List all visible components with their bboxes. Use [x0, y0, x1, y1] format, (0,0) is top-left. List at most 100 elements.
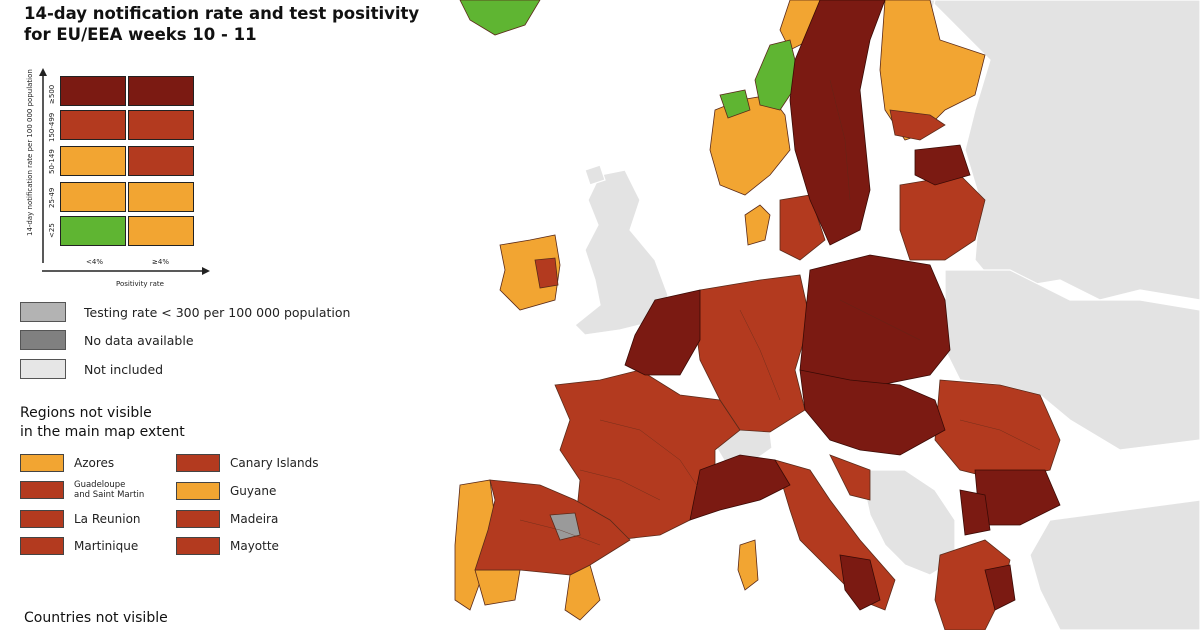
region-swatch — [176, 537, 220, 555]
green-regions — [459, 0, 801, 119]
border-line — [829, 79, 851, 201]
border-line — [519, 519, 601, 546]
region-mayotte: Mayotte — [176, 537, 279, 555]
finland-area — [879, 0, 986, 141]
regions-heading-line-2: in the main map extent — [20, 424, 185, 440]
legend-no-data: No data available — [20, 328, 194, 352]
border-line — [839, 299, 921, 341]
matrix-cell — [60, 146, 126, 176]
benelux-area — [624, 289, 701, 376]
serbia-area — [959, 489, 991, 536]
region-label-line-2: and Saint Martin — [74, 490, 145, 500]
matrix-cell — [60, 76, 126, 106]
greenland-area — [459, 0, 541, 36]
poland-area — [799, 254, 951, 386]
norway-green-area — [754, 39, 801, 111]
turkey-area — [1029, 499, 1200, 630]
countries-heading: Countries not visible — [24, 610, 168, 626]
dark-red-regions — [624, 0, 1061, 611]
region-madeira: Madeira — [176, 510, 278, 528]
uk-area — [574, 169, 669, 336]
greek-east-area — [984, 564, 1016, 611]
ireland-east-area — [534, 257, 559, 289]
y-tick-25-49: 25-49 — [48, 187, 56, 208]
legend-label: No data available — [84, 332, 194, 348]
y-tick-25: <25 — [48, 223, 56, 238]
map-title: 14-day notification rate and test positi… — [24, 3, 419, 45]
matrix-cell — [128, 110, 194, 140]
y-tick-500: ≥500 — [48, 84, 56, 104]
legend-swatch — [20, 330, 66, 350]
regions-heading: Regions not visible in the main map exte… — [20, 404, 185, 442]
region-label: Azores — [74, 456, 115, 470]
legend-label: Not included — [84, 361, 164, 377]
south-italy-area — [839, 554, 881, 611]
region-swatch — [176, 510, 220, 528]
matrix-cell — [60, 110, 126, 140]
ireland-area — [499, 234, 561, 311]
germany-area — [694, 274, 811, 433]
border-line — [959, 419, 1041, 451]
border-line — [579, 469, 661, 501]
title-line-1: 14-day notification rate and test positi… — [24, 4, 420, 23]
y-axis-arrow — [39, 68, 47, 263]
matrix-y-axis-label: 14-day notification rate per 100 000 pop… — [26, 69, 34, 236]
region-swatch — [176, 482, 220, 500]
x-tick-lt4: <4% — [86, 258, 103, 266]
czech-hungary-area — [799, 369, 946, 456]
estonia-area — [914, 144, 971, 186]
orange-regions — [454, 0, 986, 621]
greece-area — [934, 539, 1011, 630]
romania-area — [934, 379, 1061, 481]
matrix-cell — [128, 76, 194, 106]
legend-swatch — [20, 302, 66, 322]
russia-area — [929, 0, 1200, 301]
matrix-cell — [128, 182, 194, 212]
region-label: Guadeloupe and Saint Martin — [74, 480, 144, 500]
legend-testing-rate: Testing rate < 300 per 100 000 populatio… — [20, 300, 350, 324]
matrix-x-axis-label: Positivity rate — [116, 280, 164, 288]
region-swatch — [176, 454, 220, 472]
ukraine-belarus-area — [944, 269, 1200, 451]
denmark-area — [744, 204, 771, 246]
finland-south-area — [889, 109, 946, 141]
regions-heading-line-1: Regions not visible — [20, 405, 152, 421]
y-tick-50-149: 50-149 — [48, 149, 56, 174]
matrix-cell — [128, 146, 194, 176]
red-regions — [474, 109, 1061, 630]
spain-low-testing-area — [549, 512, 581, 541]
region-label: Madeira — [230, 512, 279, 526]
legend-label: Testing rate < 300 per 100 000 populatio… — [84, 304, 351, 320]
spain-south-area — [474, 569, 521, 606]
region-azores: Azores — [20, 454, 114, 472]
region-label: Guyane — [230, 484, 277, 498]
region-canary-islands: Canary Islands — [176, 454, 319, 472]
legend-not-included: Not included — [20, 357, 163, 381]
region-guadeloupe: Guadeloupe and Saint Martin — [20, 480, 144, 500]
region-label-line-1: Guadeloupe — [74, 480, 126, 490]
matrix-cell — [128, 216, 194, 246]
region-la-reunion: La Reunion — [20, 510, 141, 528]
x-axis-arrow — [42, 267, 210, 275]
region-guyane: Guyane — [176, 482, 276, 500]
legend-swatch — [20, 359, 66, 379]
region-label: La Reunion — [74, 512, 141, 526]
north-italy-area — [689, 454, 791, 521]
x-tick-ge4: ≥4% — [152, 258, 169, 266]
croatia-area — [829, 454, 871, 501]
region-martinique: Martinique — [20, 537, 138, 555]
faroe-area — [584, 164, 606, 186]
region-label: Martinique — [74, 539, 139, 553]
region-label: Mayotte — [230, 539, 279, 553]
region-borders — [519, 79, 1041, 546]
spain-area — [474, 479, 631, 576]
matrix-cell — [60, 216, 126, 246]
not-included-areas — [574, 0, 1200, 630]
y-tick-150-499: 150-499 — [48, 112, 56, 142]
region-swatch — [20, 481, 64, 499]
rate-positivity-matrix: 14-day notification rate per 100 000 pop… — [26, 68, 218, 288]
sardinia-area — [737, 539, 759, 591]
norway-green2-area — [719, 89, 751, 119]
border-line — [599, 419, 701, 491]
